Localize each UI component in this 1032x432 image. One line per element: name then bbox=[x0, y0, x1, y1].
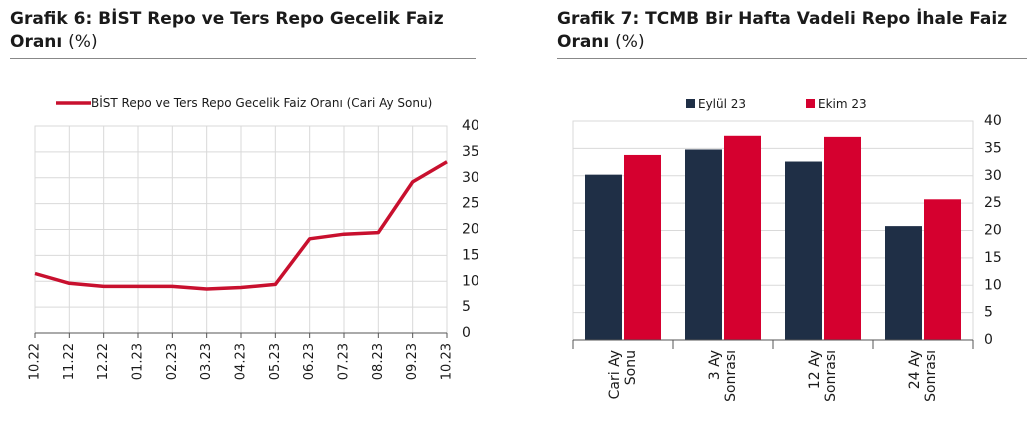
x-tick-label: Sonu bbox=[623, 350, 639, 385]
x-tick-label: 06.23 bbox=[302, 343, 317, 380]
y-tick-label: 35 bbox=[462, 144, 478, 160]
bar-eylul-23 bbox=[785, 161, 822, 340]
x-tick-label: 10.23 bbox=[440, 343, 455, 380]
y-tick-label: 35 bbox=[984, 140, 1002, 156]
bar-eylul-23 bbox=[585, 174, 622, 340]
x-tick-label: 12.22 bbox=[96, 343, 111, 380]
x-tick-label: 08.23 bbox=[371, 343, 386, 380]
series-line bbox=[34, 160, 448, 291]
chart-title: Grafik 7: TCMB Bir Hafta Vadeli Repo İha… bbox=[557, 8, 1017, 54]
legend-label: Eylül 23 bbox=[698, 97, 746, 111]
y-tick-label: 30 bbox=[984, 168, 1002, 184]
y-tick-label: 0 bbox=[984, 332, 993, 348]
y-tick-label: 25 bbox=[462, 196, 478, 212]
y-tick-label: 10 bbox=[984, 277, 1002, 293]
y-tick-label: 0 bbox=[462, 325, 471, 341]
chart-panel-grafik-7: Grafik 7: TCMB Bir Hafta Vadeli Repo İha… bbox=[552, 0, 1032, 432]
legend-swatch bbox=[806, 99, 815, 108]
bar-ekim-23 bbox=[924, 199, 961, 340]
line-chart: 10.22 11.22 12.22 01.23 02.23 03.23 04.23 05.23… bbox=[28, 95, 479, 380]
chart-title-unit: (%) bbox=[615, 32, 645, 52]
y-tick-label: 15 bbox=[462, 247, 478, 263]
x-tick-label: 09.23 bbox=[405, 343, 420, 380]
x-tick-label: 12 Ay bbox=[807, 350, 823, 389]
legend-swatch bbox=[686, 99, 695, 108]
y-tick-label: 30 bbox=[462, 170, 478, 186]
x-tick-label: Cari Ay bbox=[607, 350, 623, 399]
chart-title-text: Grafik 7: TCMB Bir Hafta Vadeli Repo İha… bbox=[557, 9, 1008, 52]
y-tick-label: 5 bbox=[984, 305, 993, 321]
bar-ekim-23 bbox=[724, 135, 761, 340]
legend-label: BİST Repo ve Ters Repo Gecelik Faiz Oran… bbox=[91, 95, 432, 110]
x-tick-label: 24 Ay bbox=[907, 350, 923, 389]
title-divider bbox=[557, 58, 1027, 59]
x-tick-label: Sonrası bbox=[823, 350, 839, 402]
chart-title-unit: (%) bbox=[68, 32, 98, 52]
x-tick-label: 3 Ay bbox=[707, 350, 723, 380]
x-tick-label: 05.23 bbox=[268, 343, 283, 380]
x-tick-label: Sonrası bbox=[723, 350, 739, 402]
x-tick-label: Sonrası bbox=[923, 350, 939, 402]
x-tick-label: 11.22 bbox=[62, 343, 77, 380]
y-tick-label: 10 bbox=[462, 273, 478, 289]
bar-eylul-23 bbox=[885, 226, 922, 340]
y-tick-label: 25 bbox=[984, 195, 1002, 211]
title-divider bbox=[10, 58, 476, 59]
y-tick-label: 40 bbox=[984, 113, 1002, 129]
x-tick-label: 01.23 bbox=[131, 343, 146, 380]
x-tick-label: 07.23 bbox=[337, 343, 352, 380]
bar-chart: Cari Ay Sonu 3 Ay Sonrası 12 Ay Sonrası 24 Ay S… bbox=[572, 97, 1002, 402]
y-tick-label: 40 bbox=[462, 118, 478, 134]
y-tick-label: 15 bbox=[984, 250, 1002, 266]
y-tick-label: 5 bbox=[462, 299, 471, 315]
chart-title-text: Grafik 6: BİST Repo ve Ters Repo Gecelik… bbox=[10, 9, 444, 52]
x-tick-label: 02.23 bbox=[165, 343, 180, 380]
bar-ekim-23 bbox=[624, 154, 661, 340]
x-tick-label: 04.23 bbox=[234, 343, 249, 380]
legend-label: Ekim 23 bbox=[818, 97, 867, 111]
y-tick-label: 20 bbox=[462, 222, 478, 238]
x-tick-label: 10.22 bbox=[28, 343, 43, 380]
chart-panel-grafik-6: Grafik 6: BİST Repo ve Ters Repo Gecelik… bbox=[0, 0, 478, 432]
bar-ekim-23 bbox=[824, 136, 861, 340]
chart-title: Grafik 6: BİST Repo ve Ters Repo Gecelik… bbox=[10, 8, 470, 54]
x-tick-label: 03.23 bbox=[199, 343, 214, 380]
y-tick-label: 20 bbox=[984, 223, 1002, 239]
bar-eylul-23 bbox=[685, 149, 722, 340]
